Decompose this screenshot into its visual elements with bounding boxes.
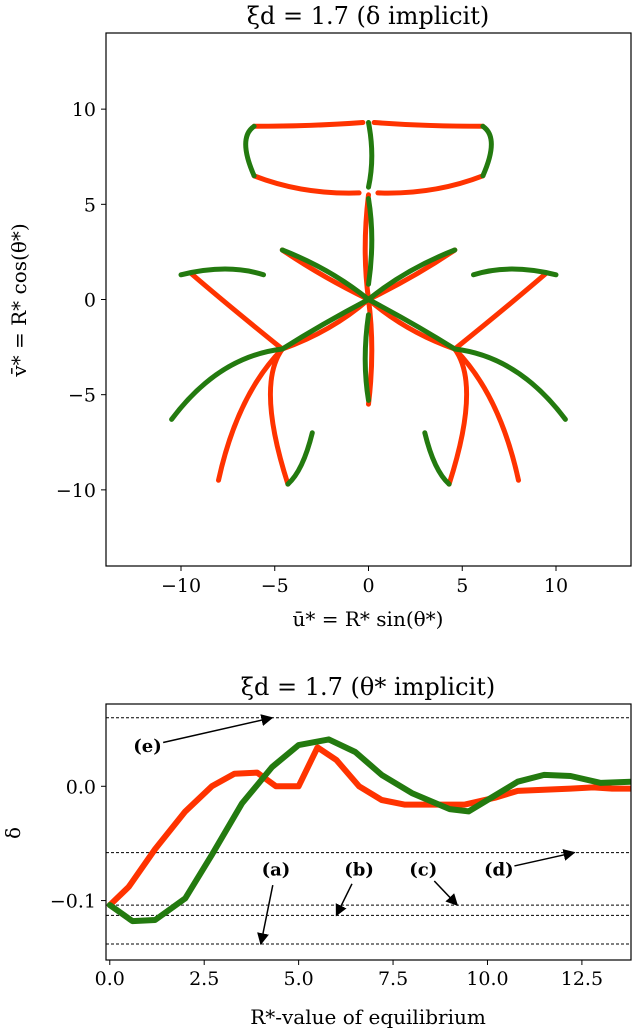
top-y-tick-label: 5 (84, 194, 96, 216)
annotation-arrow (257, 884, 274, 946)
top-curve-red-8 (251, 120, 366, 129)
bottom-chart: ξd = 1.7 (θ* implicit) 0.0 2.5 5.0 7.5 10.0 1… (1, 673, 632, 1029)
bottom-y-tick-label: −0.1 (50, 891, 96, 913)
bottom-dashed-lines (106, 717, 631, 945)
top-curve-green-6 (366, 247, 458, 302)
top-plot-area (169, 120, 568, 487)
top-curve-green-10 (471, 266, 559, 278)
top-y-tick-label: −10 (56, 480, 96, 502)
top-curve-red-6 (375, 173, 486, 196)
annotation-arrow (514, 849, 576, 867)
top-curve-red-10 (216, 346, 285, 483)
bottom-x-axis-ticks: 0.0 2.5 5.0 7.5 10.0 12.5 (95, 960, 603, 990)
top-curve-green-8 (452, 346, 568, 422)
top-y-axis-label: v̄* = R* cos(θ*) (7, 223, 31, 377)
bottom-x-tick-label: 2.5 (189, 968, 219, 990)
annotation-label: (c) (409, 859, 437, 880)
annotation-arrow (335, 883, 353, 917)
top-curve-green-9 (178, 266, 266, 278)
top-curve-green-0 (366, 196, 375, 287)
bottom-annotations: (e) (a) (b) (c) (d) (133, 714, 576, 946)
top-chart-title: ξd = 1.7 (δ implicit) (247, 2, 489, 30)
top-x-tick-label: 10 (544, 575, 568, 597)
top-chart-curves (169, 120, 568, 487)
annotation-label: (a) (262, 859, 291, 880)
top-curve-green-1 (366, 120, 375, 190)
bottom-curve-red (106, 744, 631, 909)
top-y-axis-ticks: −10 −5 0 5 10 (56, 99, 106, 502)
top-curve-green-7 (169, 346, 285, 422)
bottom-x-tick-label: 12.5 (561, 968, 603, 990)
top-x-tick-label: −10 (161, 575, 201, 597)
top-curve-green-4 (366, 297, 458, 352)
top-curve-green-5 (279, 247, 371, 302)
bottom-x-tick-label: 0.0 (95, 968, 125, 990)
annotation-label: (d) (484, 859, 514, 880)
bottom-x-tick-label: 7.5 (378, 968, 408, 990)
top-curve-green-3 (279, 297, 371, 352)
top-x-tick-label: 0 (362, 575, 374, 597)
bottom-chart-curves (106, 736, 631, 925)
top-curve-red-14 (187, 270, 285, 352)
top-curve-red-15 (452, 270, 550, 352)
top-curve-red-13 (446, 346, 470, 487)
annotation-label: (b) (344, 859, 374, 880)
top-x-axis-ticks: −10 −5 0 5 10 (161, 566, 568, 597)
top-curve-green-11 (243, 123, 257, 179)
top-x-tick-label: 5 (456, 575, 468, 597)
bottom-plot-area (106, 717, 631, 945)
top-curve-green-2 (362, 312, 371, 403)
top-x-tick-label: −5 (261, 575, 289, 597)
annotation-label: (e) (133, 736, 162, 757)
top-curve-green-12 (480, 123, 494, 179)
bottom-chart-title: ξd = 1.7 (θ* implicit) (241, 673, 495, 701)
bottom-x-tick-label: 5.0 (284, 968, 314, 990)
annotation-arrow (162, 714, 274, 744)
bottom-x-axis-label: R*-value of equilibrium (250, 1005, 486, 1029)
top-y-tick-label: 10 (72, 99, 96, 121)
top-y-tick-label: 0 (84, 290, 96, 312)
top-curve-green-13 (285, 430, 315, 487)
top-curve-red-11 (267, 346, 291, 487)
top-curve-green-14 (422, 430, 452, 487)
bottom-x-tick-label: 10.0 (466, 968, 508, 990)
annotation-arrow (433, 880, 459, 907)
bottom-y-axis-ticks: −0.1 0.0 (50, 776, 106, 913)
top-curve-red-7 (251, 173, 362, 196)
top-curve-red-12 (452, 346, 521, 483)
bottom-y-tick-label: 0.0 (66, 776, 96, 798)
top-curve-red-9 (371, 120, 486, 129)
bottom-plot-frame (105, 703, 632, 961)
bottom-y-axis-label: δ (1, 827, 25, 839)
bottom-curve-green (106, 736, 631, 925)
top-x-axis-label: ū* = R* sin(θ*) (293, 607, 444, 631)
top-y-tick-label: −5 (68, 385, 96, 407)
top-chart: ξd = 1.7 (δ implicit) −10 −5 0 5 10 −10 −5 0 5 1… (7, 2, 632, 631)
